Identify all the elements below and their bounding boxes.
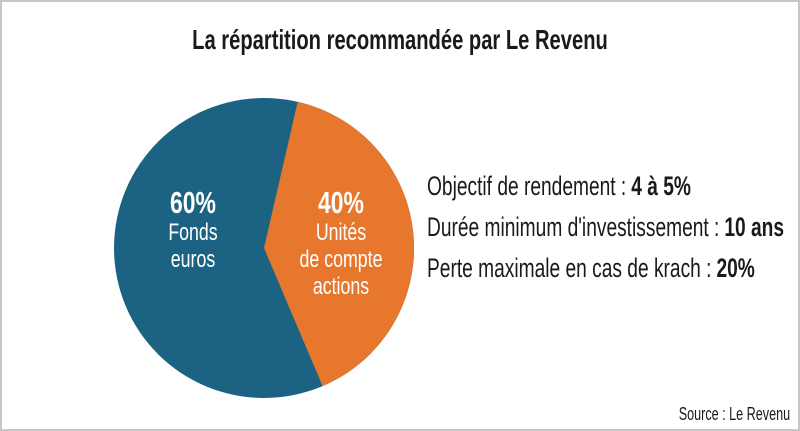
pie-label-unites-de-compte: 40% Unités de compte actions <box>282 186 400 300</box>
fact-value: 10 ans <box>724 212 785 242</box>
pie-label-line: Fonds <box>168 219 218 246</box>
facts-list: Objectif de rendement :4 à 5% Durée mini… <box>427 166 798 289</box>
fact-duree-investissement: Durée minimum d'investissement :10 ans <box>427 207 784 248</box>
fact-value: 20% <box>716 253 755 283</box>
pie-label-fonds-euros: 60% Fonds euros <box>134 186 252 273</box>
fact-value: 4 à 5% <box>631 171 691 201</box>
pie-label-line: actions <box>312 273 370 300</box>
fact-label: Objectif de rendement : <box>427 171 627 201</box>
fact-label: Perte maximale en cas de krach : <box>427 253 712 283</box>
pie-svg <box>114 98 414 398</box>
fact-label: Durée minimum d'investissement : <box>427 212 720 242</box>
pie-label-line: euros <box>170 246 216 273</box>
pie-value-unites-de-compte: 40% <box>318 185 364 220</box>
pie-value-fonds-euros: 60% <box>170 185 216 220</box>
pie-label-line: de compte <box>299 246 383 273</box>
pie-label-line: Unités <box>315 219 367 246</box>
source-credit: Source : Le Revenu <box>678 404 790 424</box>
pie-slice-unites-de-compte-actions <box>264 101 414 387</box>
pie-chart: 60% Fonds euros 40% Unités de compte act… <box>114 98 414 398</box>
fact-objectif-rendement: Objectif de rendement :4 à 5% <box>427 166 784 207</box>
fact-perte-maximale: Perte maximale en cas de krach :20% <box>427 248 784 289</box>
chart-title: La répartition recommandée par Le Revenu <box>192 24 608 55</box>
